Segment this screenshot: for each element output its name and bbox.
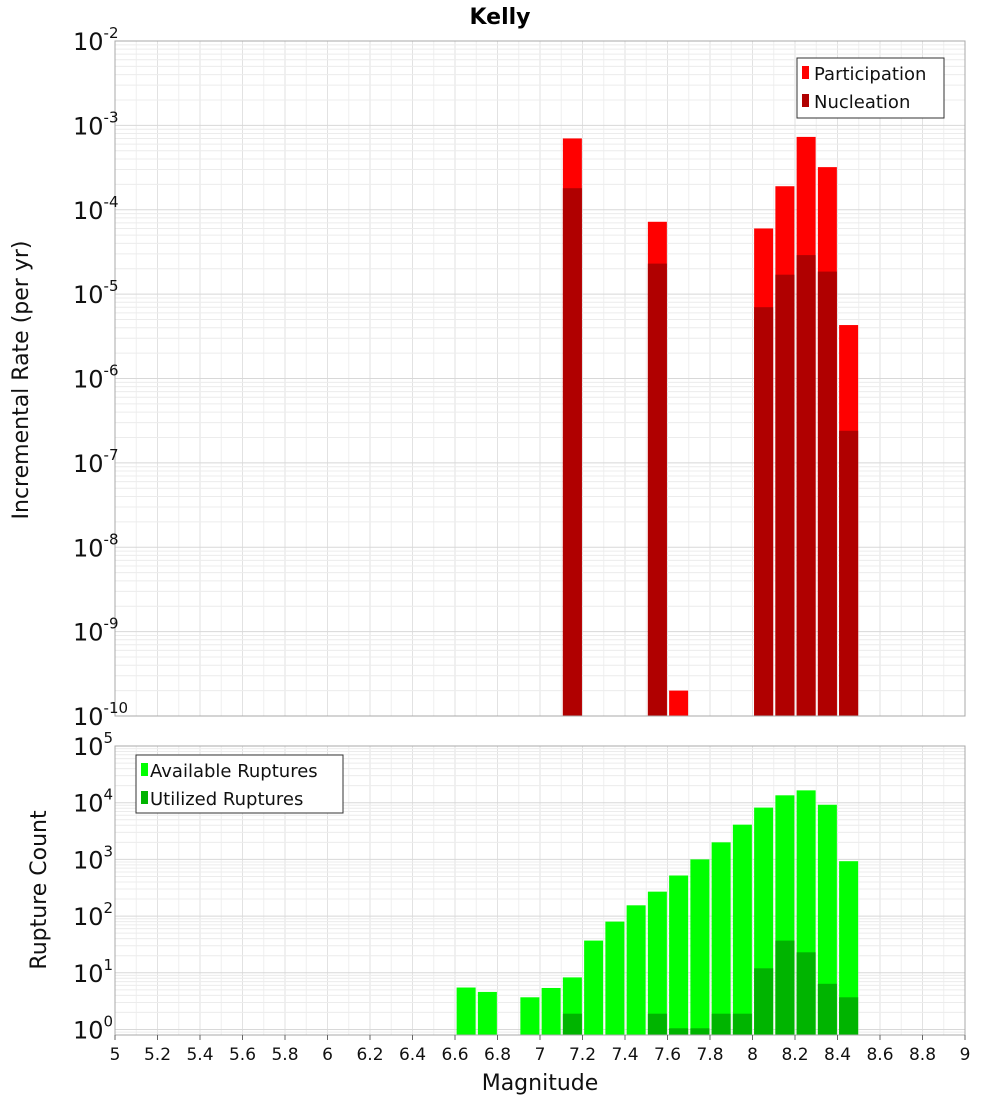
x-tick-label: 7.8 <box>696 1045 723 1065</box>
x-tick-label: 7.4 <box>611 1045 638 1065</box>
bar-available-ruptures <box>541 987 561 1035</box>
legend-nucleation-swatch <box>802 94 809 107</box>
bar-nucleation <box>796 255 816 716</box>
y-tick-label: 10-2 <box>73 24 119 56</box>
y-tick-label: 100 <box>73 1013 113 1045</box>
x-tick-label: 5.4 <box>186 1045 213 1065</box>
top-legend-box <box>796 57 945 119</box>
bar-available-ruptures <box>669 875 689 1035</box>
y-tick-label: 10-6 <box>73 362 119 394</box>
bar-nucleation <box>775 274 795 716</box>
x-tick-label: 8.2 <box>781 1045 808 1065</box>
x-tick-label: 8.8 <box>909 1045 936 1065</box>
x-tick-label: 8 <box>747 1045 758 1065</box>
x-tick-label: 7 <box>535 1045 546 1065</box>
bar-utilized-ruptures <box>839 997 859 1035</box>
y-tick-label: 10-4 <box>73 193 119 225</box>
legend-utilized-swatch <box>141 791 148 804</box>
bar-available-ruptures <box>520 997 540 1035</box>
legend-utilized-label: Utilized Ruptures <box>150 789 303 810</box>
y-tick-label: 10-3 <box>73 108 119 140</box>
bar-available-ruptures <box>605 921 625 1035</box>
bottom-y-axis-title: Rupture Count <box>27 810 52 970</box>
y-tick-label: 105 <box>73 729 113 761</box>
x-ticks: 5 5.2 5.4 5.6 5.8 6 6.2 6.4 6.6 6.8 7 7.2 7.4 7.6 7.8 8… <box>110 1035 971 1065</box>
bar-nucleation <box>562 188 582 717</box>
bottom-y-ticks: 105 104 103 102 101 100 <box>73 729 113 1045</box>
bar-nucleation <box>754 307 774 716</box>
x-axis-title: Magnitude <box>482 1071 599 1096</box>
y-tick-label: 10-7 <box>73 446 119 478</box>
bar-utilized-ruptures <box>796 952 816 1035</box>
y-tick-label: 101 <box>73 956 113 988</box>
x-tick-label: 7.6 <box>654 1045 681 1065</box>
bar-utilized-ruptures <box>817 983 837 1035</box>
bar-nucleation <box>817 271 837 716</box>
top-grid <box>114 40 966 717</box>
bar-available-ruptures <box>732 824 752 1035</box>
bar-utilized-ruptures <box>690 1028 710 1035</box>
bar-available-ruptures <box>647 891 667 1035</box>
y-tick-label: 10-10 <box>73 699 128 731</box>
bar-utilized-ruptures <box>711 1013 731 1035</box>
y-tick-label: 10-5 <box>73 277 119 309</box>
bar-available-ruptures <box>477 991 497 1035</box>
bottom-legend-box <box>135 754 344 814</box>
bar-available-ruptures <box>626 905 646 1035</box>
bar-available-ruptures <box>690 859 710 1035</box>
x-tick-label: 5.6 <box>229 1045 256 1065</box>
bar-utilized-ruptures <box>562 1013 582 1035</box>
x-tick-label: 5.2 <box>144 1045 171 1065</box>
top-y-ticks: 10-2 10-3 10-4 10-5 10-6 10-7 10-8 10-9 10-10 <box>73 24 128 731</box>
x-tick-label: 6.4 <box>399 1045 426 1065</box>
y-tick-label: 104 <box>73 786 113 818</box>
y-tick-label: 10-8 <box>73 530 119 562</box>
x-tick-label: 5 <box>110 1045 121 1065</box>
x-tick-label: 6 <box>322 1045 333 1065</box>
y-tick-label: 10-9 <box>73 615 119 647</box>
bar-utilized-ruptures <box>669 1028 689 1035</box>
x-tick-label: 8.6 <box>866 1045 893 1065</box>
bar-available-ruptures <box>584 940 604 1035</box>
legend-available-label: Available Ruptures <box>150 761 318 782</box>
bar-available-ruptures <box>711 842 731 1035</box>
legend-participation-swatch <box>802 66 809 79</box>
bottom-bars <box>456 790 859 1035</box>
bar-nucleation <box>839 430 859 716</box>
bar-nucleation <box>647 263 667 716</box>
legend-nucleation-label: Nucleation <box>814 92 910 113</box>
bar-available-ruptures <box>456 987 476 1035</box>
x-tick-label: 9 <box>960 1045 971 1065</box>
x-tick-label: 8.4 <box>824 1045 851 1065</box>
chart-title: Kelly <box>469 5 530 30</box>
x-tick-label: 5.8 <box>271 1045 298 1065</box>
top-y-axis-title: Incremental Rate (per yr) <box>9 241 34 520</box>
bottom-legend: Available Ruptures Utilized Ruptures <box>135 754 344 814</box>
bar-available-ruptures <box>839 861 859 1035</box>
x-tick-label: 7.2 <box>569 1045 596 1065</box>
top-legend: Participation Nucleation <box>796 57 945 119</box>
bar-participation <box>669 690 689 716</box>
bar-available-ruptures <box>817 804 837 1035</box>
y-tick-label: 103 <box>73 842 113 874</box>
top-plot-frame <box>114 40 966 717</box>
x-tick-label: 6.8 <box>484 1045 511 1065</box>
x-tick-label: 6.2 <box>356 1045 383 1065</box>
x-tick-label: 6.6 <box>441 1045 468 1065</box>
legend-available-swatch <box>141 763 148 776</box>
bar-utilized-ruptures <box>647 1013 667 1035</box>
y-tick-label: 102 <box>73 899 113 931</box>
legend-participation-label: Participation <box>814 64 926 85</box>
bar-utilized-ruptures <box>754 968 774 1035</box>
top-bars <box>562 136 859 717</box>
bar-utilized-ruptures <box>732 1013 752 1035</box>
bar-utilized-ruptures <box>775 940 795 1035</box>
